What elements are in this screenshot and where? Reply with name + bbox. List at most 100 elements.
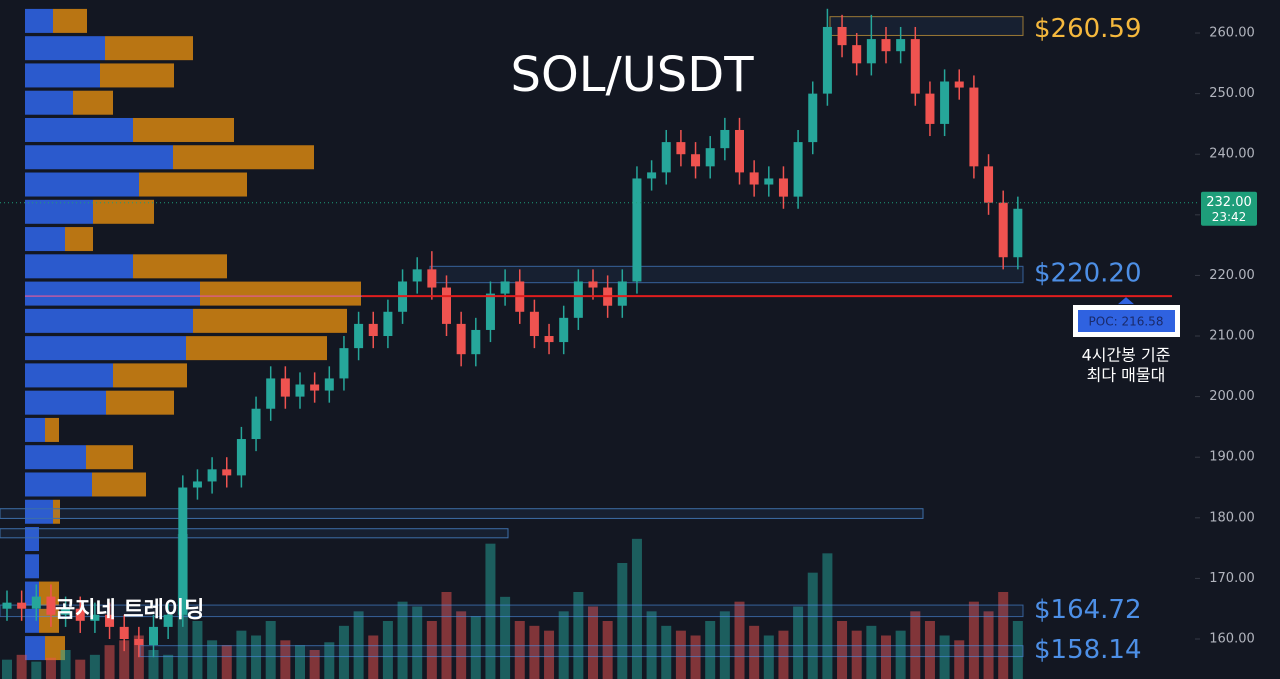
candle-body: [383, 311, 393, 337]
candle-body: [280, 378, 290, 397]
level-zone: [139, 645, 1024, 658]
volume-bar: [924, 621, 935, 679]
profile-buy: [25, 199, 93, 224]
profile-sell: [186, 336, 327, 361]
volume-bar: [719, 611, 730, 679]
profile-sell: [86, 445, 133, 470]
price-time: 23:42: [1212, 210, 1247, 224]
candle-body: [866, 39, 876, 64]
level-label: $220.20: [1034, 259, 1142, 289]
candle-body: [896, 39, 906, 52]
profile-buy: [25, 172, 139, 197]
volume-bar: [470, 616, 481, 679]
candle-body: [90, 614, 100, 621]
profile-buy: [25, 63, 100, 88]
volume-bar: [661, 625, 672, 679]
candle-body: [793, 142, 803, 197]
volume-bar: [221, 645, 232, 679]
candle-body: [778, 178, 788, 197]
volume-bar: [851, 630, 862, 679]
y-tick-label: 210.00: [1209, 329, 1255, 344]
profile-buy: [25, 36, 105, 61]
candle-body: [119, 626, 129, 640]
candle-body: [17, 602, 27, 609]
candle-body: [998, 202, 1008, 258]
volume-bar: [295, 645, 305, 679]
volume-bar: [734, 601, 745, 679]
level-label: $260.59: [1034, 14, 1142, 44]
volume-bar: [148, 650, 159, 679]
profile-sell: [173, 145, 314, 170]
y-tick-label: 250.00: [1209, 86, 1255, 101]
volume-bar: [983, 611, 994, 679]
profile-buy: [25, 363, 113, 388]
level-zone: [829, 16, 1024, 36]
volume-bar: [207, 640, 218, 679]
profile-buy: [25, 336, 186, 361]
y-tick-label: 220.00: [1209, 268, 1255, 283]
candle-body: [2, 602, 12, 609]
candle-body: [632, 178, 642, 282]
volume-bar: [265, 621, 276, 679]
volume-bar: [895, 630, 906, 679]
candle-body: [910, 39, 920, 94]
level-label: $164.72: [1034, 595, 1142, 625]
annotation: 4시간봉 기준: [1082, 346, 1171, 365]
volume-bar: [544, 630, 555, 679]
volume-bar: [397, 601, 408, 679]
profile-buy: [25, 527, 39, 552]
volume-bar: [16, 654, 27, 679]
profile-sell: [100, 63, 174, 88]
volume-bar: [939, 635, 950, 679]
candle-body: [749, 172, 759, 185]
candle-body: [925, 93, 935, 124]
candle-body: [647, 172, 657, 179]
volume-bar: [485, 543, 496, 679]
candle-body: [105, 614, 115, 627]
candle-body: [427, 269, 437, 288]
y-tick-label: 180.00: [1209, 510, 1255, 525]
profile-buy: [25, 254, 133, 279]
volume-bar: [807, 572, 818, 679]
profile-buy: [25, 417, 45, 442]
profile-buy: [25, 499, 53, 524]
profile-sell: [53, 8, 87, 33]
profile-sell: [39, 608, 59, 633]
candle-body: [1013, 208, 1023, 258]
profile-buy: [25, 445, 86, 470]
candle-body: [500, 281, 510, 294]
volume-bar: [675, 630, 686, 679]
annotation: 최다 매물대: [1087, 366, 1166, 385]
volume-bar: [705, 621, 716, 679]
candle-body: [573, 281, 583, 318]
candle-body: [75, 608, 85, 621]
volume-bar: [778, 630, 789, 679]
profile-buy: [25, 117, 133, 142]
volume-bar: [793, 606, 804, 679]
volume-bar: [558, 611, 569, 679]
candle-body: [617, 281, 627, 306]
volume-bar: [588, 606, 598, 679]
candle-body: [735, 129, 744, 173]
volume-bar: [2, 659, 12, 679]
profile-sell: [200, 281, 361, 306]
volume-bar: [45, 657, 56, 679]
volume-bar: [500, 596, 511, 679]
volume-bar: [75, 659, 86, 679]
candle-body: [456, 323, 466, 355]
profile-buy: [25, 390, 106, 415]
profile-buy: [25, 227, 65, 252]
candle-body: [207, 469, 217, 482]
profile-sell: [93, 199, 154, 224]
candle-body: [222, 469, 232, 476]
watermark: 곰지네 트레이딩: [55, 598, 204, 623]
volume-bar: [104, 645, 115, 679]
candle-body: [822, 26, 832, 94]
y-tick-label: 200.00: [1209, 389, 1255, 404]
volume-bar: [954, 640, 965, 679]
profile-buy: [25, 8, 53, 33]
candle-body: [295, 384, 305, 397]
candle-body: [529, 311, 539, 337]
profile-sell: [53, 499, 60, 524]
